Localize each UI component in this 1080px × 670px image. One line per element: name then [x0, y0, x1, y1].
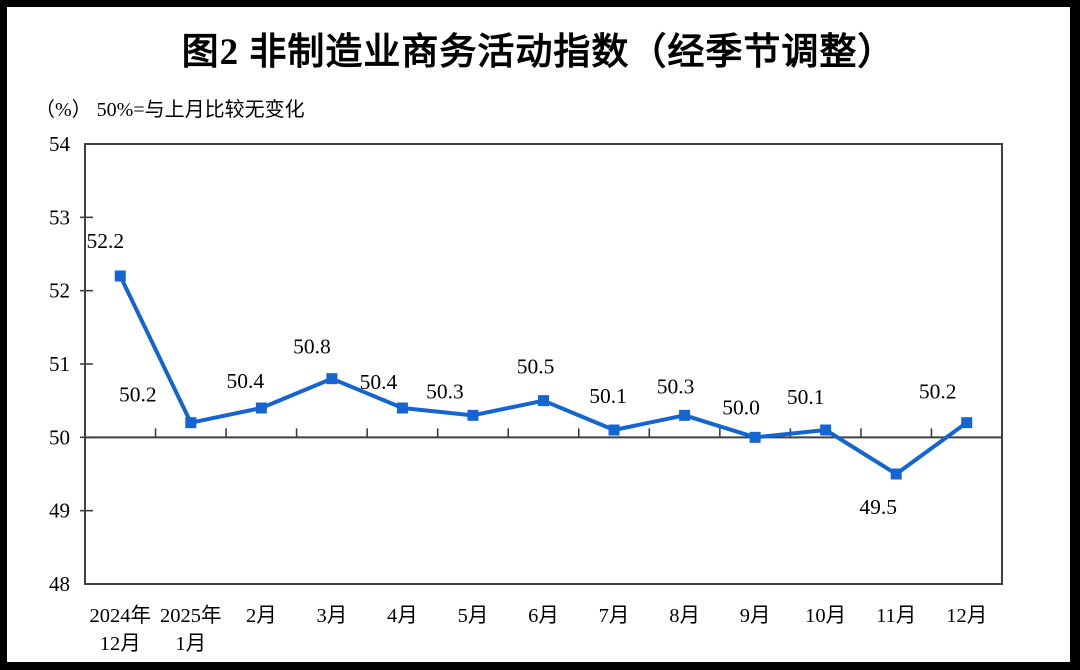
data-label: 50.2	[919, 380, 957, 404]
y-tick-label: 49	[49, 499, 70, 523]
data-point-marker	[467, 409, 479, 421]
x-tick-label: 12月	[946, 605, 987, 627]
plot-area: 54 53 52 51 50 49 48 2024年 12月 2025年 1月 2月 3月 4月 5月 6月 7…	[7, 7, 1070, 662]
x-tick-label: 4月	[387, 605, 418, 627]
x-tick-label: 2月	[246, 605, 277, 627]
data-point-marker	[679, 409, 691, 421]
x-tick-label: 7月	[599, 605, 630, 627]
line-chart-svg: 54 53 52 51 50 49 48 2024年 12月 2025年 1月 2月 3月 4月 5月 6月 7…	[49, 132, 1003, 655]
x-tick-label: 6月	[528, 605, 559, 627]
data-point-marker	[326, 373, 338, 385]
x-tick-label: 10月	[805, 605, 846, 627]
data-label: 50.5	[517, 355, 555, 379]
y-axis-unit-note: （%） 50%=与上月比较无变化	[35, 99, 305, 121]
x-tick-label: 8月	[669, 605, 700, 627]
y-tick-label: 50	[49, 425, 70, 449]
y-tick-label: 53	[49, 205, 70, 229]
data-label: 49.5	[859, 495, 897, 519]
data-point-marker	[890, 468, 902, 480]
data-label: 50.8	[293, 335, 331, 359]
x-tick-label: 2024年	[90, 604, 152, 627]
data-point-marker	[749, 431, 761, 443]
chart-title: 图2 非制造业商务活动指数（经季节调整）	[181, 32, 896, 73]
data-label: 50.1	[589, 384, 627, 408]
x-tick-label: 9月	[740, 605, 771, 627]
data-label: 50.3	[426, 379, 464, 403]
data-label: 50.1	[787, 385, 825, 409]
data-point-marker	[185, 417, 197, 429]
y-tick-label: 48	[49, 572, 70, 596]
x-tick-label: 5月	[458, 605, 489, 627]
x-tick-label: 1月	[175, 633, 206, 655]
data-label: 50.3	[657, 374, 695, 398]
x-tick-label: 11月	[876, 605, 916, 627]
data-label: 50.2	[119, 383, 157, 407]
data-point-marker	[608, 424, 620, 436]
data-point-marker	[396, 402, 408, 414]
data-point-marker	[538, 395, 549, 407]
data-point-marker	[114, 270, 126, 282]
y-tick-label: 54	[49, 132, 71, 156]
data-point-marker	[255, 402, 267, 414]
data-point-marker	[820, 424, 832, 436]
data-label: 50.4	[227, 369, 265, 393]
data-label: 52.2	[86, 229, 124, 253]
x-tick-label: 3月	[317, 605, 348, 627]
y-tick-label: 52	[49, 279, 70, 303]
data-label: 50.0	[722, 395, 760, 419]
x-tick-label: 12月	[100, 633, 141, 655]
data-label: 50.4	[360, 370, 398, 394]
x-tick-label: 2025年	[160, 604, 222, 627]
data-point-marker	[961, 417, 973, 429]
y-tick-label: 51	[49, 352, 70, 376]
